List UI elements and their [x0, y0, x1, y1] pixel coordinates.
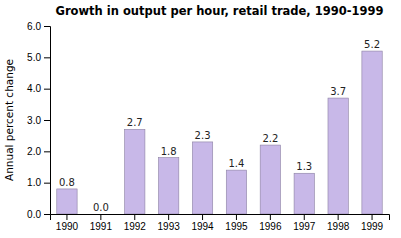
- y-tick-label: 6.0: [27, 21, 41, 32]
- bar: [226, 170, 246, 214]
- y-tick-mark: [44, 26, 50, 27]
- x-tick-label: 1997: [293, 221, 316, 232]
- y-tick-mark: [44, 214, 50, 215]
- data-label: 1.3: [296, 161, 312, 172]
- x-tick-mark: [304, 214, 305, 220]
- y-tick: 6.0: [27, 21, 50, 32]
- y-tick-mark: [44, 89, 50, 90]
- x-tick-label: 1999: [361, 221, 384, 232]
- y-tick: 2.0: [27, 146, 50, 157]
- x-tick-label: 1990: [56, 221, 79, 232]
- bars: [57, 51, 382, 214]
- y-tick: 1.0: [27, 177, 50, 188]
- x-tick-mark: [202, 214, 203, 220]
- y-tick-label: 0.0: [27, 209, 41, 220]
- x-axis-line: [51, 215, 390, 221]
- y-tick-mark: [44, 120, 50, 121]
- data-label: 5.2: [364, 39, 380, 50]
- x-tick-mark: [66, 214, 67, 220]
- x-tick-mark: [168, 214, 169, 220]
- y-tick-mark: [44, 183, 50, 184]
- y-axis-title: Annual percent change: [3, 59, 15, 181]
- y-tick-label: 1.0: [27, 177, 41, 188]
- bar: [57, 189, 77, 214]
- data-label: 2.2: [262, 133, 278, 144]
- data-label: 3.7: [330, 86, 346, 97]
- x-tick: 1992: [124, 214, 147, 232]
- x-tick: 1994: [191, 214, 214, 232]
- x-tick: 1993: [158, 214, 181, 232]
- y-tick-label: 4.0: [27, 83, 41, 94]
- x-tick-label: 1991: [90, 221, 113, 232]
- x-tick-label: 1998: [327, 221, 350, 232]
- x-tick-label: 1995: [225, 221, 248, 232]
- x-tick: 1997: [293, 214, 316, 232]
- data-label: 1.8: [161, 146, 177, 157]
- data-labels: 0.8 0.0 2.7 1.8 2.3 1.4 2.2 1.3 3.7 5.2: [59, 39, 380, 213]
- y-axis-line: [44, 27, 51, 215]
- bar: [328, 98, 348, 214]
- chart: 0.01.02.03.04.05.06.01990199119921993199…: [0, 0, 401, 238]
- x-tick-label: 1996: [259, 221, 282, 232]
- x-tick: 1999: [361, 214, 384, 232]
- y-tick: 5.0: [27, 52, 50, 63]
- bar: [91, 214, 111, 215]
- bar: [192, 142, 212, 214]
- plot: 0.01.02.03.04.05.06.01990199119921993199…: [27, 21, 389, 232]
- x-tick: 1990: [56, 214, 79, 232]
- x-tick-mark: [372, 214, 373, 220]
- data-label: 1.4: [228, 158, 244, 169]
- bar: [362, 51, 382, 214]
- x-tick-label: 1994: [191, 221, 214, 232]
- x-tick: 1991: [90, 214, 113, 232]
- y-tick: 0.0: [27, 209, 50, 220]
- title: Growth in output per hour, retail trade,…: [55, 4, 383, 18]
- bar: [260, 145, 280, 214]
- x-tick-mark: [100, 214, 101, 220]
- x-tick: 1996: [259, 214, 282, 232]
- x-tick-label: 1993: [158, 221, 181, 232]
- y-tick-label: 5.0: [27, 52, 41, 63]
- bar: [158, 158, 178, 214]
- y-tick-mark: [44, 151, 50, 152]
- x-tick-mark: [134, 214, 135, 220]
- y-axis: 0.0 1.0 2.0 3.0 4.0 5.0 6.0: [27, 21, 50, 220]
- y-tick: 3.0: [27, 115, 50, 126]
- data-label: 2.3: [195, 130, 211, 141]
- data-label: 0.8: [59, 177, 75, 188]
- data-label: 0.0: [93, 202, 109, 213]
- data-label: 2.7: [127, 117, 143, 128]
- x-tick: 1998: [327, 214, 350, 232]
- bar: [294, 173, 314, 214]
- y-tick-mark: [44, 57, 50, 58]
- x-tick-mark: [270, 214, 271, 220]
- y-tick-label: 2.0: [27, 146, 41, 157]
- y-tick-label: 3.0: [27, 115, 41, 126]
- bar: [125, 129, 145, 214]
- x-tick-label: 1992: [124, 221, 147, 232]
- x-tick-mark: [338, 214, 339, 220]
- x-axis: 1990 1991 1992 1993 1994 1995 1996 1997 1998 1999: [51, 214, 390, 232]
- x-tick-mark: [236, 214, 237, 220]
- x-tick: 1995: [225, 214, 248, 232]
- y-tick: 4.0: [27, 83, 50, 94]
